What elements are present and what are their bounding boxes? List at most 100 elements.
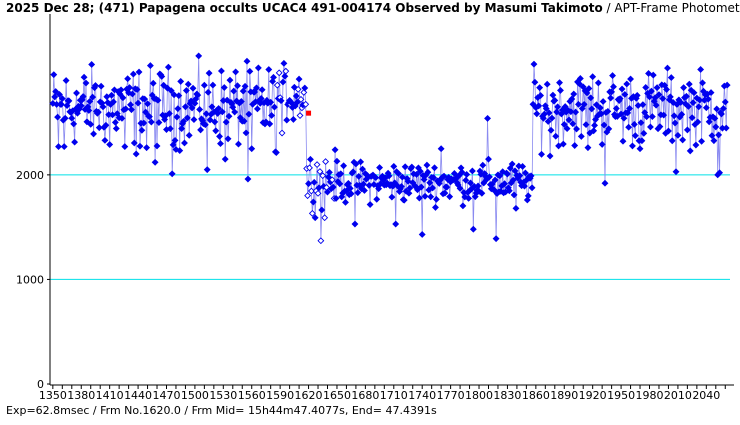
data-point xyxy=(128,106,135,114)
data-point xyxy=(533,110,541,118)
data-point xyxy=(431,164,438,172)
data-point xyxy=(696,96,704,104)
data-point xyxy=(678,110,686,118)
data-point xyxy=(146,113,153,121)
data-point xyxy=(194,91,202,99)
data-point xyxy=(560,121,568,128)
data-point xyxy=(645,70,652,77)
data-point xyxy=(234,82,241,90)
data-point xyxy=(593,101,600,109)
data-point xyxy=(337,170,345,178)
data-point xyxy=(648,113,656,121)
x-tick-label: 1920 xyxy=(579,389,607,402)
data-point xyxy=(445,173,453,181)
data-point xyxy=(270,73,277,81)
data-point xyxy=(697,66,705,73)
data-point xyxy=(167,87,175,95)
data-point xyxy=(528,184,536,192)
data-point xyxy=(626,105,634,112)
data-point xyxy=(144,100,151,108)
data-point xyxy=(265,66,273,73)
data-point xyxy=(385,172,393,180)
data-point xyxy=(552,132,560,140)
data-point xyxy=(424,168,432,176)
data-point xyxy=(667,74,675,82)
y-tick-label: 2000 xyxy=(16,169,44,182)
data-point xyxy=(155,119,163,126)
data-point xyxy=(666,93,674,101)
data-point xyxy=(318,206,326,214)
data-point xyxy=(639,101,647,109)
x-tick-label: 1620 xyxy=(295,389,323,402)
chart-title: 2025 Dec 28; (471) Papagena occults UCAC… xyxy=(6,1,740,15)
data-point xyxy=(164,84,171,92)
data-point xyxy=(314,189,322,197)
x-tick-label: 1440 xyxy=(124,389,152,402)
data-point xyxy=(707,89,715,97)
data-point xyxy=(668,137,676,145)
data-point xyxy=(427,193,435,201)
data-point xyxy=(491,176,499,184)
data-point xyxy=(329,183,337,191)
data-point xyxy=(176,147,184,155)
data-point xyxy=(601,179,609,187)
data-point xyxy=(351,220,359,228)
data-point xyxy=(570,90,578,98)
data-point xyxy=(504,170,511,178)
data-point xyxy=(257,95,265,102)
data-point xyxy=(122,105,130,113)
data-point xyxy=(221,155,229,163)
data-point xyxy=(225,112,233,120)
data-point xyxy=(266,120,274,128)
data-point xyxy=(625,123,633,131)
x-tick-label: 1830 xyxy=(493,389,521,402)
data-point xyxy=(140,119,148,127)
data-point xyxy=(630,120,638,128)
data-point xyxy=(633,91,641,99)
data-point xyxy=(289,115,297,123)
data-point xyxy=(220,84,228,91)
data-point xyxy=(87,120,95,128)
data-point xyxy=(405,189,413,197)
x-tick-label: 1770 xyxy=(437,389,465,402)
data-point xyxy=(609,72,616,80)
data-point xyxy=(184,80,192,88)
data-point xyxy=(721,98,729,106)
data-point xyxy=(479,161,487,169)
data-point xyxy=(83,118,91,126)
data-point xyxy=(253,105,261,113)
data-point xyxy=(60,143,68,151)
data-point xyxy=(307,187,315,195)
data-point xyxy=(572,108,580,116)
data-point xyxy=(62,77,70,84)
data-point xyxy=(181,139,188,147)
data-point xyxy=(618,85,626,93)
data-point xyxy=(708,132,716,140)
data-point xyxy=(101,136,109,144)
data-point xyxy=(501,180,509,188)
data-point xyxy=(178,125,186,133)
data-point xyxy=(129,70,137,78)
data-point xyxy=(421,192,429,200)
data-point xyxy=(223,96,231,104)
data-point xyxy=(536,84,544,92)
data-point xyxy=(82,79,90,87)
data-point xyxy=(86,97,94,105)
data-point xyxy=(715,131,723,139)
x-tick-label: 1470 xyxy=(152,389,180,402)
data-point xyxy=(486,173,493,181)
data-point xyxy=(437,145,445,153)
data-point xyxy=(196,106,204,113)
data-point xyxy=(191,99,199,107)
data-point xyxy=(568,95,576,103)
data-point xyxy=(204,88,212,96)
data-point xyxy=(719,105,727,112)
data-point xyxy=(461,193,469,201)
data-point xyxy=(397,183,405,190)
data-point xyxy=(166,125,174,133)
data-point xyxy=(331,146,339,154)
data-point xyxy=(416,167,424,175)
data-point xyxy=(492,235,500,243)
data-point xyxy=(705,118,713,126)
data-point xyxy=(138,126,146,134)
